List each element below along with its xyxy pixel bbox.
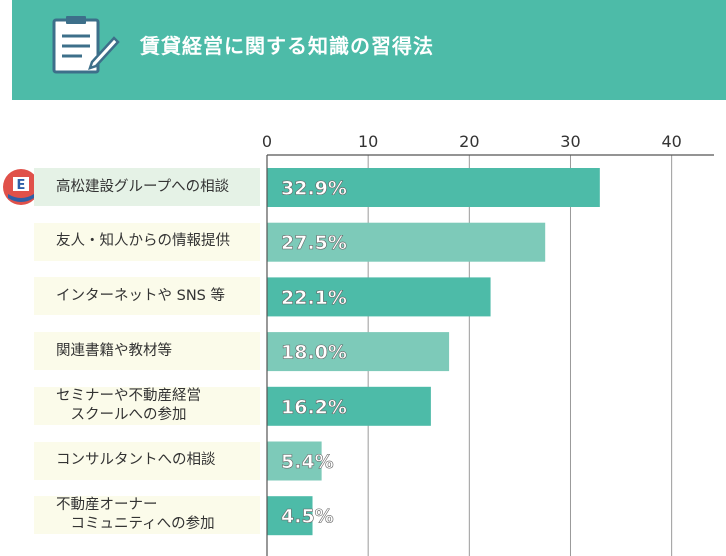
x-tick-label: 30 xyxy=(560,132,580,151)
x-tick-label: 20 xyxy=(459,132,479,151)
category-label-box: 高松建設グループへの相談 xyxy=(34,168,260,206)
category-label-box: インターネットや SNS 等 xyxy=(34,277,260,316)
data-label: 32.9% xyxy=(281,178,347,200)
category-label: 高松建設グループへの相談 xyxy=(56,178,230,195)
category-label: 友人・知人からの情報提供 xyxy=(56,233,230,250)
data-label: 27.5% xyxy=(281,232,347,254)
bar-chart: 0 10 20 30 40 32.9% 27.5% 22.1% 18.0% 16.2% 5.4% 4.… xyxy=(262,132,714,556)
bar xyxy=(267,496,313,536)
data-label: 5.4% xyxy=(281,451,334,473)
data-label: 18.0% xyxy=(281,342,347,364)
x-tick-label: 0 xyxy=(262,132,272,151)
bar xyxy=(267,168,600,207)
data-label: 16.2% xyxy=(281,396,347,418)
bar xyxy=(267,441,322,481)
data-label: 22.1% xyxy=(281,287,347,309)
bar xyxy=(267,386,431,426)
category-label-box: セミナーや不動産経営 スクールへの参加 xyxy=(34,386,260,425)
bar xyxy=(267,277,491,317)
bar xyxy=(267,222,546,262)
data-label: 4.5% xyxy=(281,506,334,528)
category-label-box: 不動産オーナー コミュニティへの参加 xyxy=(34,496,260,535)
category-label: コンサルタントへの相談 xyxy=(56,452,216,469)
category-label-box: 関連書籍や教材等 xyxy=(34,332,260,371)
checklist-icon xyxy=(52,16,120,74)
category-label-box: コンサルタントへの相談 xyxy=(34,441,260,480)
company-logo-icon: E xyxy=(3,169,39,205)
bar xyxy=(267,332,450,372)
x-tick-label: 40 xyxy=(661,132,681,151)
x-tick-label: 10 xyxy=(358,132,378,151)
category-label: 関連書籍や教材等 xyxy=(56,342,172,359)
category-label: 不動産オーナー コミュニティへの参加 xyxy=(56,497,215,533)
category-label-box: 友人・知人からの情報提供 xyxy=(34,222,260,261)
logo-text: E xyxy=(17,178,26,193)
page-title: 賃貸経営に関する知識の習得法 xyxy=(140,34,434,58)
category-label: インターネットや SNS 等 xyxy=(56,287,225,304)
title-banner: 賃貸経営に関する知識の習得法 xyxy=(12,0,726,100)
category-label: セミナーや不動産経営 スクールへの参加 xyxy=(56,387,201,423)
